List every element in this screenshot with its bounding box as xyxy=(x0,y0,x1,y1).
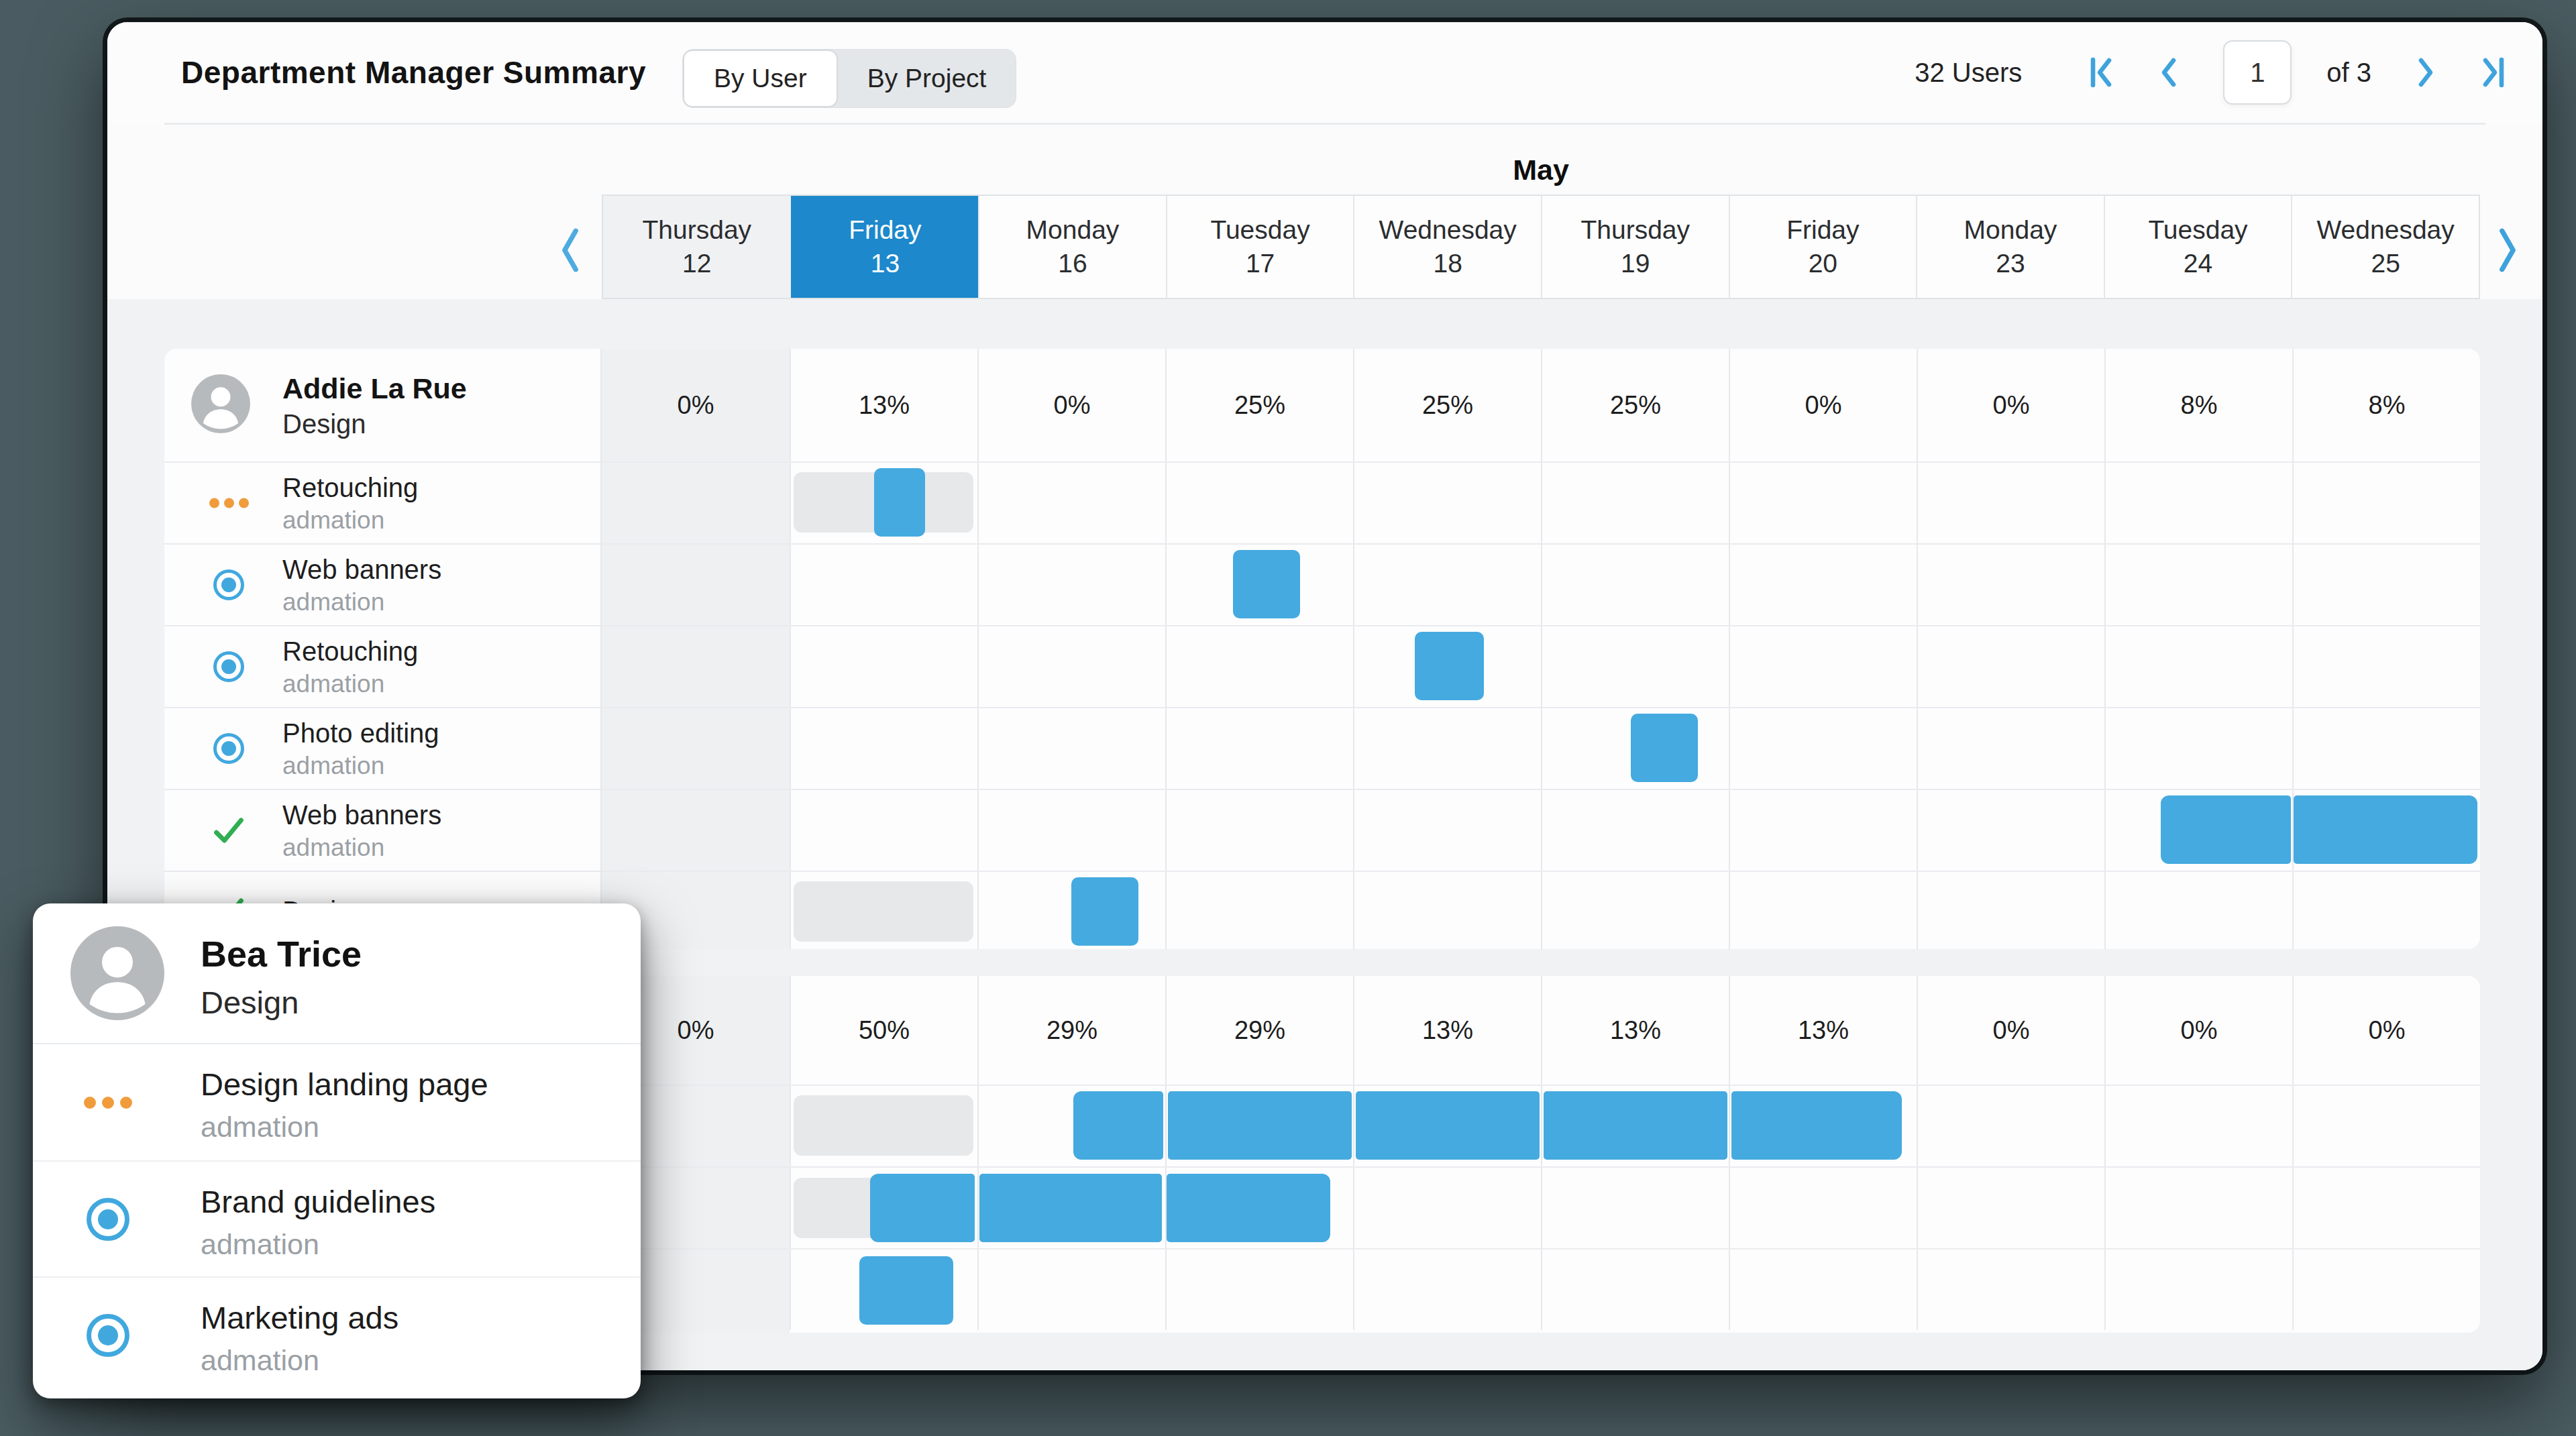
user-hover-card: Bea Trice Design Design landing page adm… xyxy=(33,903,641,1398)
user-section-addie: Addie La Rue Design 0% 13% 0% 25% 25% 25… xyxy=(164,349,2480,949)
pagination-controls: 32 Users 1 of 3 xyxy=(1915,40,2512,105)
page-title: Department Manager Summary xyxy=(181,54,646,91)
percent-cell: 0% xyxy=(2104,976,2292,1085)
day-header-thu-19[interactable]: Thursday19 xyxy=(1541,196,1729,298)
day-header-thu-12[interactable]: Thursday12 xyxy=(603,196,791,298)
avatar-icon xyxy=(70,926,164,1023)
task-row-web-banners-1[interactable]: Web banners admation xyxy=(164,543,2480,625)
task-client: admation xyxy=(282,505,418,536)
user-row[interactable]: Addie La Rue Design xyxy=(164,349,602,461)
radio-icon xyxy=(202,569,256,600)
page-count-label: of 3 xyxy=(2326,58,2371,88)
check-icon xyxy=(202,813,256,848)
percent-cell: 8% xyxy=(2292,349,2480,461)
percent-cell: 0% xyxy=(1729,349,1917,461)
task-title: Web banners xyxy=(282,552,441,587)
task-title: Retouching xyxy=(282,634,418,669)
user-department: Design xyxy=(282,407,467,441)
day-header-mon-16[interactable]: Monday16 xyxy=(978,196,1166,298)
toggle-by-user[interactable]: By User xyxy=(683,50,838,107)
hover-card-header[interactable]: Bea Trice Design xyxy=(33,903,641,1044)
header-divider xyxy=(164,123,2485,125)
task-row-photo-editing[interactable]: Photo editing admation xyxy=(164,707,2480,789)
task-title: Design landing page xyxy=(201,1064,488,1105)
task-row-marketing-ads[interactable]: Marketing ads admation xyxy=(33,1276,641,1392)
percent-cell: 0% xyxy=(1917,976,2104,1085)
radio-icon xyxy=(202,651,256,682)
day-header-tue-24[interactable]: Tuesday24 xyxy=(2104,196,2292,298)
page-number-input[interactable]: 1 xyxy=(2223,40,2292,105)
users-count: 32 Users xyxy=(1915,58,2022,88)
task-client: admation xyxy=(282,751,439,781)
percent-cell: 0% xyxy=(2292,976,2480,1085)
percent-cell: 25% xyxy=(1165,349,1353,461)
percent-cell: 0% xyxy=(602,349,790,461)
task-title: Brand guidelines xyxy=(201,1182,435,1222)
user-department: Design xyxy=(201,984,299,1021)
next-page-icon[interactable] xyxy=(2406,48,2444,97)
task-row-design-landing-page[interactable]: Design landing page admation xyxy=(33,1044,641,1160)
day-header-wed-18[interactable]: Wednesday18 xyxy=(1353,196,1541,298)
percent-cell: 13% xyxy=(790,349,977,461)
title-bar: Department Manager Summary By User By Pr… xyxy=(107,22,2542,123)
calendar-prev-icon[interactable] xyxy=(555,225,585,276)
percent-cell: 8% xyxy=(2104,349,2292,461)
task-client: admation xyxy=(201,1226,319,1262)
percent-cell: 25% xyxy=(1353,349,1541,461)
day-header-tue-17[interactable]: Tuesday17 xyxy=(1166,196,1354,298)
task-client: admation xyxy=(282,832,441,863)
toggle-by-project[interactable]: By Project xyxy=(838,50,1016,107)
day-header-fri-20[interactable]: Friday20 xyxy=(1729,196,1917,298)
prev-page-icon[interactable] xyxy=(2151,48,2188,97)
task-title: Photo editing xyxy=(282,716,439,751)
percent-cell: 0% xyxy=(1917,349,2104,461)
task-row-retouching-1[interactable]: Retouching admation xyxy=(164,461,2480,543)
percent-cell: 29% xyxy=(1165,976,1353,1085)
ellipsis-icon xyxy=(202,498,256,508)
task-client: admation xyxy=(282,669,418,700)
view-toggle: By User By Project xyxy=(682,49,1016,108)
task-row-brand-guidelines[interactable]: Brand guidelines admation xyxy=(33,1160,641,1276)
percent-cell: 13% xyxy=(1353,976,1541,1085)
task-row-web-banners-2[interactable]: Web banners admation xyxy=(164,789,2480,871)
last-page-icon[interactable] xyxy=(2475,48,2512,97)
day-header-row: Thursday12 Friday13 Monday16 Tuesday17 W… xyxy=(602,195,2480,299)
radio-icon xyxy=(202,733,256,764)
percent-cell: 13% xyxy=(1541,976,1729,1085)
task-client: admation xyxy=(282,587,441,618)
day-header-wed-25[interactable]: Wednesday25 xyxy=(2291,196,2479,298)
task-title: Web banners xyxy=(282,797,441,832)
day-header-mon-23[interactable]: Monday23 xyxy=(1916,196,2104,298)
avatar-icon xyxy=(191,374,250,436)
month-title: May xyxy=(602,154,2480,186)
percent-cell: 29% xyxy=(977,976,1165,1085)
radio-icon xyxy=(76,1314,140,1357)
radio-icon xyxy=(76,1198,140,1241)
percent-cell: 13% xyxy=(1729,976,1917,1085)
user-name: Bea Trice xyxy=(201,933,362,975)
task-client: admation xyxy=(201,1109,319,1145)
percent-cell: 50% xyxy=(790,976,977,1085)
task-row-retouching-2[interactable]: Retouching admation xyxy=(164,625,2480,707)
ellipsis-icon xyxy=(76,1097,140,1109)
utilization-row: Addie La Rue Design 0% 13% 0% 25% 25% 25… xyxy=(164,349,2480,461)
percent-cell: 25% xyxy=(1541,349,1729,461)
task-title: Marketing ads xyxy=(201,1298,398,1338)
percent-cell: 0% xyxy=(977,349,1165,461)
user-name: Addie La Rue xyxy=(282,370,467,407)
task-title: Retouching xyxy=(282,470,418,505)
task-client: admation xyxy=(201,1342,319,1378)
first-page-icon[interactable] xyxy=(2082,48,2120,97)
day-header-fri-13-selected[interactable]: Friday13 xyxy=(791,196,979,298)
calendar-next-icon[interactable] xyxy=(2493,225,2522,276)
